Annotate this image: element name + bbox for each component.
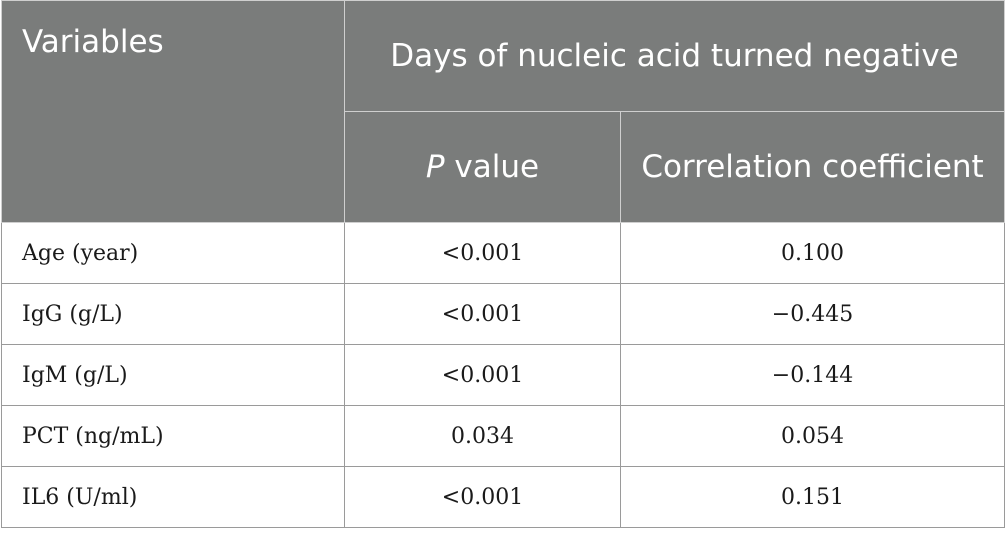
header-correlation-coefficient: Correlation coefficient (619, 111, 1005, 223)
cell-variable: Age (year) (1, 222, 345, 284)
cell-correlation: −0.144 (619, 344, 1005, 406)
table-row: Age (year) <0.001 0.100 (1, 222, 1005, 284)
header-p-rest: value (444, 149, 540, 185)
cell-variable: PCT (ng/mL) (1, 405, 345, 467)
header-p-italic: P (425, 149, 445, 185)
cell-p-value: <0.001 (344, 222, 621, 284)
cell-p-value: 0.034 (344, 405, 621, 467)
table-row: IL6 (U/ml) <0.001 0.151 (1, 466, 1005, 528)
header-variables: Variables (1, 0, 345, 223)
cell-p-value: <0.001 (344, 466, 621, 528)
table-row: PCT (ng/mL) 0.034 0.054 (1, 405, 1005, 467)
correlation-table: Variables Days of nucleic acid turned ne… (1, 0, 1005, 528)
table-row: IgG (g/L) <0.001 −0.445 (1, 283, 1005, 345)
cell-correlation: 0.054 (619, 405, 1005, 467)
cell-correlation: 0.100 (619, 222, 1005, 284)
header-group-days-negative: Days of nucleic acid turned negative (343, 0, 1005, 112)
header-p-value: P value (344, 111, 621, 223)
cell-variable: IL6 (U/ml) (1, 466, 345, 528)
cell-variable: IgM (g/L) (1, 344, 345, 406)
table-header: Variables Days of nucleic acid turned ne… (1, 0, 1005, 223)
cell-p-value: <0.001 (344, 344, 621, 406)
cell-p-value: <0.001 (344, 283, 621, 345)
cell-correlation: 0.151 (619, 466, 1005, 528)
table-row: IgM (g/L) <0.001 −0.144 (1, 344, 1005, 406)
cell-variable: IgG (g/L) (1, 283, 345, 345)
cell-correlation: −0.445 (619, 283, 1005, 345)
